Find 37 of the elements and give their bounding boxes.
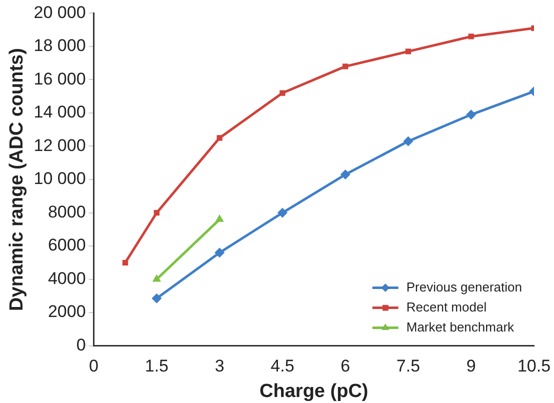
y-tick-label: 20 000: [34, 2, 86, 22]
point: [214, 248, 225, 258]
legend-label: Recent model: [406, 299, 487, 314]
x-tick-label: 7.5: [396, 356, 420, 376]
point: [280, 90, 286, 96]
x-tick-label: 6: [340, 356, 350, 376]
point: [152, 293, 162, 304]
x-tick-label: 3: [214, 356, 224, 376]
point: [122, 260, 128, 266]
point: [216, 135, 222, 141]
x-tick-label: 10.5: [517, 356, 551, 376]
y-tick-label: 10 000: [34, 169, 86, 188]
legend-label: Previous generation: [406, 279, 522, 294]
y-tick-label: 16 000: [34, 69, 86, 88]
y-tick-label: 8000: [48, 202, 86, 222]
point: [340, 170, 350, 180]
point: [466, 110, 476, 120]
point: [342, 64, 348, 70]
x-tick-label: 4.5: [270, 356, 294, 376]
point: [405, 48, 412, 54]
y-tick-label: 12 000: [34, 136, 86, 155]
point: [403, 136, 414, 146]
y-tick-label: 14 000: [34, 102, 86, 122]
y-tick-label: 4000: [48, 268, 86, 288]
y-tick-label: 0: [76, 335, 86, 354]
x-tick-label: 9: [466, 356, 476, 376]
y-tick-label: 2000: [48, 302, 86, 322]
x-tick-label: 1.5: [144, 356, 169, 376]
y-axis-title: Dynamic range (ADC counts): [6, 48, 28, 311]
x-tick-label: 0: [89, 356, 99, 376]
y-tick-label: 18 000: [34, 36, 86, 56]
y-tick-label: 6000: [48, 236, 86, 255]
x-axis-title: Charge (pC): [260, 380, 368, 402]
point: [277, 208, 288, 218]
point: [154, 210, 160, 216]
legend-label: Market benchmark: [406, 319, 515, 334]
point: [468, 34, 474, 40]
